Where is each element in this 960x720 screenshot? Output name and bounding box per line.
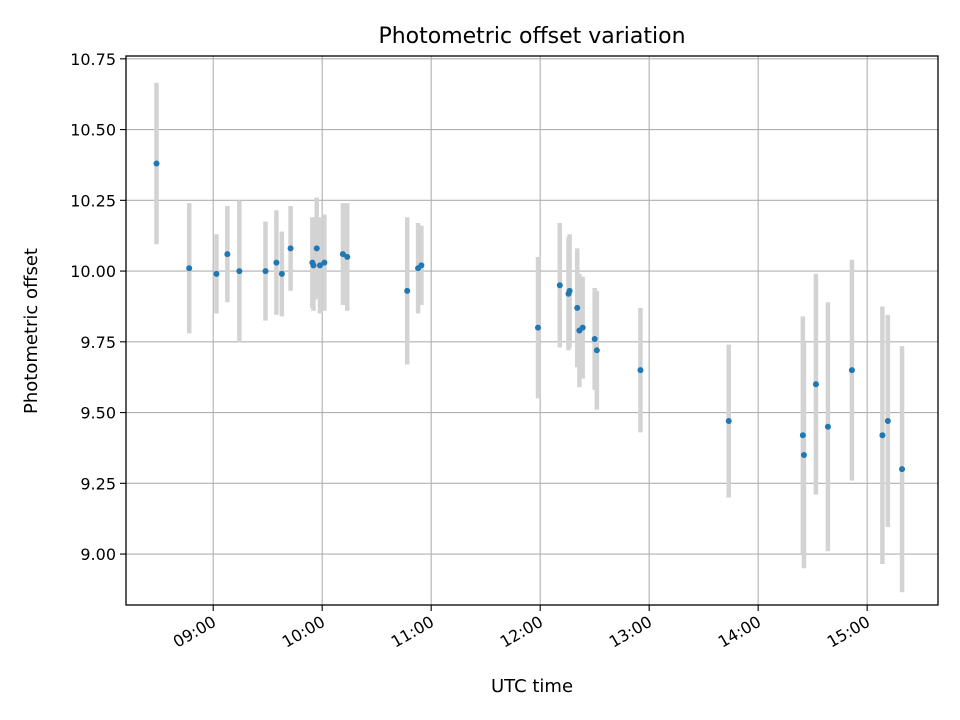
- data-point: [224, 251, 231, 258]
- x-tick-label: 10:00: [279, 612, 328, 652]
- y-tick-label: 10.00: [70, 262, 116, 281]
- data-point: [321, 259, 328, 266]
- data-point: [278, 270, 285, 277]
- data-point: [534, 324, 541, 331]
- data-point: [186, 265, 193, 272]
- x-tick-label: 13:00: [606, 612, 655, 652]
- x-tick-label: 15:00: [824, 612, 873, 652]
- plot-frame: [125, 55, 939, 606]
- data-point: [344, 253, 351, 260]
- y-axis: 9.00 9.25 9.50 9.75 10.00 10.25 10.50 10.75: [70, 50, 126, 564]
- data-point: [824, 423, 831, 430]
- x-tick-label: 14:00: [715, 612, 764, 652]
- data-point: [800, 452, 807, 459]
- data-point: [287, 245, 294, 252]
- data-point: [884, 418, 891, 425]
- x-axis-label: UTC time: [491, 676, 573, 697]
- data-point: [579, 324, 586, 331]
- y-tick-label: 9.75: [80, 333, 116, 352]
- x-tick-label: 12:00: [497, 612, 546, 652]
- data-point: [637, 367, 644, 374]
- data-point: [725, 418, 732, 425]
- y-tick-label: 10.75: [70, 50, 116, 69]
- data-point: [339, 251, 346, 258]
- data-point: [310, 262, 317, 269]
- data-point: [812, 381, 819, 388]
- data-point: [591, 335, 598, 342]
- y-tick-label: 10.25: [70, 191, 116, 210]
- data-point: [418, 262, 425, 269]
- y-tick-label: 10.50: [70, 121, 116, 140]
- data-point: [404, 287, 411, 294]
- data-point: [556, 282, 563, 289]
- data-point: [273, 259, 280, 266]
- data-points: [153, 160, 906, 473]
- x-tick-label: 09:00: [170, 612, 219, 652]
- y-axis-label: Photometric offset: [21, 248, 42, 414]
- data-point: [236, 268, 243, 275]
- data-point: [262, 268, 269, 275]
- data-point: [153, 160, 160, 167]
- x-axis: 09:00 10:00 11:00 12:00 13:00 14:00 15:00: [170, 605, 873, 652]
- data-point: [317, 262, 324, 269]
- data-point: [899, 466, 906, 473]
- data-point: [213, 270, 220, 277]
- y-tick-label: 9.25: [80, 474, 116, 493]
- error-bars: [154, 82, 905, 593]
- data-point: [313, 245, 320, 252]
- data-point: [848, 367, 855, 374]
- data-point: [593, 347, 600, 354]
- grid: [126, 56, 938, 605]
- x-tick-label: 11:00: [388, 612, 437, 652]
- chart-title: Photometric offset variation: [378, 24, 685, 49]
- data-point: [574, 304, 581, 311]
- y-tick-label: 9.50: [80, 404, 116, 423]
- y-tick-label: 9.00: [80, 545, 116, 564]
- data-point: [799, 432, 806, 439]
- data-point: [879, 432, 886, 439]
- data-point: [566, 287, 573, 294]
